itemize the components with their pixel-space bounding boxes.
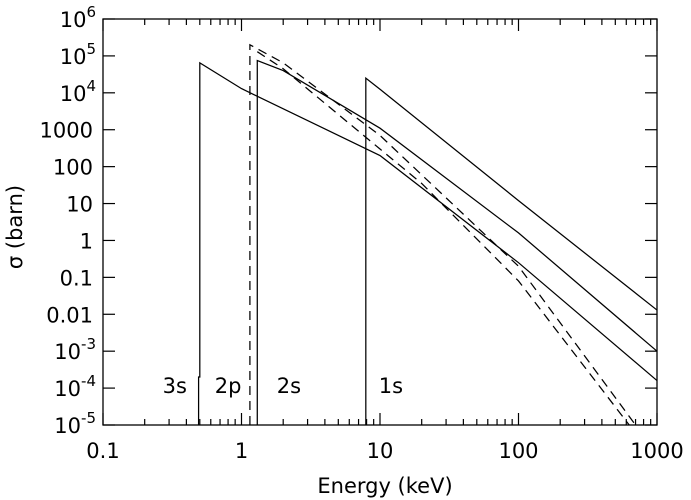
series-line-0: [197, 61, 658, 425]
y-tick-label: 0.01: [46, 303, 93, 327]
y-tick-label: 10-5: [54, 409, 96, 438]
y-tick-label: 1: [80, 229, 93, 253]
annotation-label: 1s: [379, 374, 403, 398]
y-tick-base: 10: [60, 45, 87, 69]
y-tick-exponent: -5: [81, 409, 96, 427]
series-line-3: [249, 43, 637, 426]
y-tick-label: 105: [60, 40, 96, 69]
tick-labels: 0.1 1 10 100 100010-510-410-30.010.111010010…: [40, 3, 684, 463]
y-tick-label: 104: [60, 77, 96, 106]
y-axis-label: σ (barn): [3, 185, 27, 269]
y-tick-label: 10: [66, 193, 93, 217]
axis-ticks: [102, 18, 658, 426]
series-line-4: [256, 51, 630, 426]
y-tick-label: 0.1: [60, 266, 93, 290]
y-tick-label: 100: [53, 156, 93, 180]
y-tick-exponent: 5: [86, 40, 96, 58]
x-axis-label: Energy (keV): [317, 474, 452, 498]
x-tick-label: 1000: [630, 439, 683, 463]
y-tick-exponent: -4: [81, 372, 96, 390]
annotation-label: 3s: [163, 374, 187, 398]
y-tick-label: 1000: [40, 119, 93, 143]
y-tick-label: 10-4: [54, 372, 96, 401]
y-tick-exponent: 4: [86, 77, 96, 95]
series-line-1: [256, 59, 658, 425]
y-tick-base: 10: [60, 82, 87, 106]
y-tick-exponent: -3: [81, 335, 96, 353]
x-tick-label: 100: [498, 439, 538, 463]
series-group: [197, 43, 658, 426]
y-tick-exponent: 6: [86, 3, 96, 21]
y-tick-base: 10: [54, 377, 81, 401]
y-tick-label: 106: [60, 3, 96, 32]
y-tick-base: 10: [54, 340, 81, 364]
y-tick-label: 10-3: [54, 335, 96, 364]
annotation-label: 2p: [215, 374, 242, 398]
y-tick-base: 10: [60, 8, 87, 32]
x-tick-label: 0.1: [86, 439, 119, 463]
annotation-label: 2s: [277, 374, 301, 398]
annotations: 3s 2p 2s 1s: [163, 374, 403, 398]
x-tick-label: 10: [367, 439, 394, 463]
plot-area-border: [102, 18, 658, 426]
plot-frame: [102, 18, 658, 426]
y-tick-base: 10: [54, 414, 81, 438]
series-line-2: [365, 76, 658, 425]
x-tick-label: 1: [235, 439, 248, 463]
